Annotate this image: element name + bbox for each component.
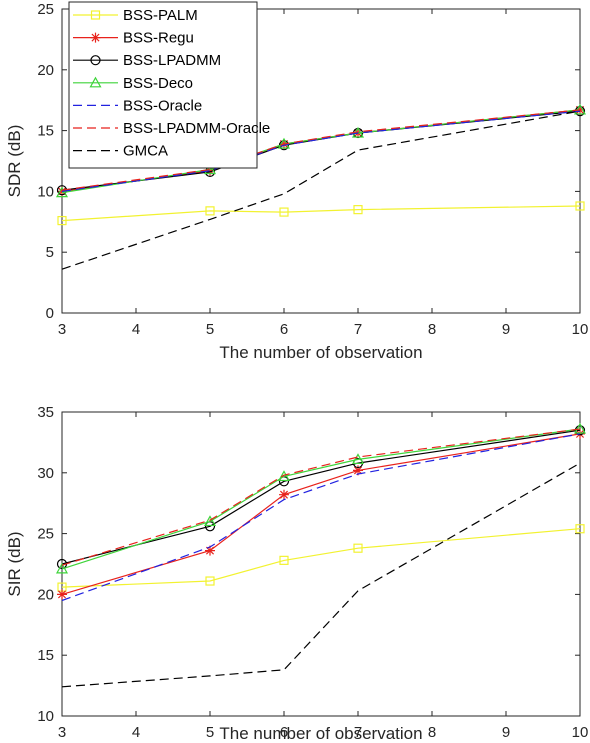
sir-series-bss-palm-line bbox=[61, 528, 581, 588]
legend-marker-bss-deco bbox=[89, 76, 102, 88]
legend-label-bss-lpadmm: BSS-LPADMM bbox=[123, 52, 221, 69]
sdr-x-tick-label: 10 bbox=[572, 321, 589, 338]
sir-x-tick-label: 8 bbox=[428, 724, 436, 741]
sdr-x-tick-label: 7 bbox=[354, 321, 362, 338]
sir-y-axis-label: SIR (dB) bbox=[5, 531, 24, 596]
sdr-x-tick-label: 6 bbox=[280, 321, 288, 338]
sir-y-tick-label: 20 bbox=[37, 586, 54, 603]
sdr-series-gmca-line bbox=[61, 110, 581, 270]
sir-x-tick-label: 3 bbox=[58, 724, 66, 741]
sdr-series bbox=[55, 103, 587, 270]
sdr-ticks: 3 4 5 6 7 8 9 10 0 5 10 15 20 25 bbox=[37, 1, 588, 338]
sir-series-bss-palm-point bbox=[575, 524, 585, 534]
sir-series-bss-regu-point bbox=[57, 589, 67, 600]
sir-series bbox=[55, 422, 587, 688]
sir-x-tick-label: 7 bbox=[354, 724, 362, 741]
sir-series-bss-deco-point bbox=[55, 562, 69, 574]
sdr-y-tick-label: 25 bbox=[37, 1, 54, 18]
sdr-series-bss-palm-point bbox=[279, 207, 289, 217]
sir-series-bss-deco-point bbox=[277, 470, 291, 482]
sir-plot-area bbox=[61, 411, 581, 717]
sir-series-bss-regu-point bbox=[205, 545, 215, 556]
legend: BSS-PALM BSS-Regu BSS-LPADMM BSS-Deco BSS-Or… bbox=[68, 1, 270, 169]
legend-label-bss-oracle: BSS-Oracle bbox=[123, 97, 202, 114]
sdr-series-bss-oracle-line bbox=[61, 110, 581, 192]
sdr-series-bss-deco-point bbox=[55, 186, 69, 198]
sdr-series-bss-deco-point bbox=[573, 103, 587, 115]
sir-y-tick-label: 10 bbox=[37, 708, 54, 725]
sir-series-bss-oracle-line bbox=[61, 433, 581, 602]
legend-marker-bss-regu bbox=[90, 32, 101, 43]
sir-series-bss-lpadmm-oracle-line bbox=[61, 428, 581, 566]
sdr-x-tick-label: 9 bbox=[502, 321, 510, 338]
sir-ticks: 3 4 5 6 7 8 9 10 10 15 20 25 30 35 bbox=[37, 404, 588, 741]
sir-series-bss-palm-point bbox=[205, 576, 215, 586]
sir-series-bss-lpadmm-line bbox=[61, 429, 581, 565]
sdr-x-axis-label: The number of observation bbox=[219, 343, 422, 362]
sdr-y-tick-label: 10 bbox=[37, 183, 54, 200]
sdr-series-bss-palm-point bbox=[57, 215, 67, 226]
sir-series-bss-deco-point bbox=[351, 453, 365, 465]
sir-y-tick-label: 30 bbox=[37, 465, 54, 482]
sdr-series-bss-lpadmm-oracle-line bbox=[61, 109, 581, 191]
sdr-series-bss-deco-point bbox=[203, 163, 217, 175]
sir-x-tick-label: 6 bbox=[280, 724, 288, 741]
sir-y-tick-label: 15 bbox=[37, 647, 54, 664]
sir-x-tick-label: 9 bbox=[502, 724, 510, 741]
sir-x-tick-label: 5 bbox=[206, 724, 214, 741]
sdr-series-bss-palm-point bbox=[575, 201, 585, 211]
sdr-x-tick-label: 3 bbox=[58, 321, 66, 338]
sir-plot: 3 4 5 6 7 8 9 10 10 15 20 25 30 35 The number of obse… bbox=[5, 404, 588, 743]
sir-y-tick-label: 25 bbox=[37, 526, 54, 543]
sir-series-bss-palm-point bbox=[353, 543, 363, 553]
sir-series-bss-deco-point bbox=[573, 422, 587, 434]
sdr-y-tick-label: 15 bbox=[37, 123, 54, 140]
sir-series-gmca-line bbox=[61, 462, 581, 688]
sdr-y-tick-label: 0 bbox=[46, 305, 54, 322]
sir-series-bss-palm-point bbox=[279, 555, 289, 565]
sir-series-bss-regu-point bbox=[575, 428, 585, 439]
sir-series-bss-deco-point bbox=[203, 515, 217, 527]
sdr-x-tick-label: 8 bbox=[428, 321, 436, 338]
sdr-series-bss-regu-point bbox=[205, 165, 215, 176]
sir-x-tick-label: 4 bbox=[132, 724, 140, 741]
sdr-y-tick-label: 20 bbox=[37, 62, 54, 79]
sir-series-bss-deco-line bbox=[61, 428, 581, 570]
sdr-y-axis-label: SDR (dB) bbox=[5, 125, 24, 198]
sir-y-tick-label: 35 bbox=[37, 404, 54, 421]
sdr-x-tick-label: 4 bbox=[132, 321, 140, 338]
sdr-x-tick-label: 5 bbox=[206, 321, 214, 338]
sir-series-bss-regu-point bbox=[353, 465, 363, 476]
sdr-series-bss-palm-point bbox=[205, 206, 215, 216]
legend-label-gmca: GMCA bbox=[123, 143, 168, 160]
sdr-series-bss-palm-point bbox=[353, 205, 363, 215]
legend-label-bss-regu: BSS-Regu bbox=[123, 30, 194, 47]
sdr-y-tick-label: 5 bbox=[46, 244, 54, 261]
legend-label-bss-deco: BSS-Deco bbox=[123, 75, 193, 92]
legend-label-bss-palm: BSS-PALM bbox=[123, 7, 198, 24]
sir-series-bss-lpadmm-point bbox=[574, 425, 586, 436]
legend-label-bss-lpadmm-oracle: BSS-LPADMM-Oracle bbox=[123, 120, 270, 137]
legend-box bbox=[68, 1, 258, 169]
legend-marker-bss-palm bbox=[90, 10, 101, 20]
sir-x-tick-label: 10 bbox=[572, 724, 589, 741]
sir-x-axis-label: The number of observation bbox=[219, 724, 422, 743]
sdr-series-bss-palm-line bbox=[61, 205, 581, 222]
legend-marker-bss-lpadmm bbox=[90, 55, 101, 66]
sir-series-bss-regu-point bbox=[279, 489, 289, 500]
